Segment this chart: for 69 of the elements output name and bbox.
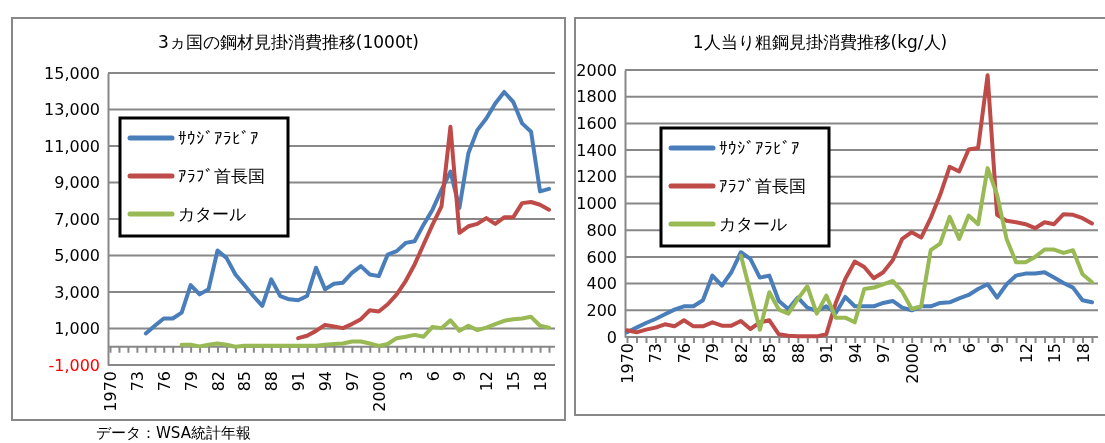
y-tick-label: -1,000	[48, 355, 100, 375]
line-series	[296, 124, 551, 341]
x-tick-label: 82	[731, 343, 751, 364]
x-tick-label: 18	[1073, 343, 1093, 364]
x-tick-label: 76	[154, 371, 174, 392]
legend-label: ｱﾗﾌﾞ首長国	[719, 176, 806, 196]
y-tick-label: 200	[586, 300, 617, 320]
x-tick-label: 12	[477, 371, 497, 392]
x-tick-label: 94	[316, 371, 336, 392]
line-series	[738, 166, 1094, 332]
y-tick-label: 400	[586, 274, 617, 294]
y-tick-label: 1200	[576, 167, 617, 187]
x-tick-label: 85	[760, 343, 780, 364]
x-tick-label: 79	[181, 371, 201, 392]
x-tick-label: 79	[703, 343, 723, 364]
legend-label: カタール	[719, 214, 787, 234]
text: データ：WSA統計年報	[96, 424, 251, 442]
x-tick-label: 91	[817, 343, 837, 364]
x-tick-label: 97	[874, 343, 894, 364]
x-tick-label: 97	[342, 371, 362, 392]
line-series	[625, 73, 1094, 339]
y-tick-label: 13,000	[44, 100, 100, 120]
x-tick-label: 91	[289, 371, 309, 392]
x-tick-label: 2000	[369, 371, 389, 412]
x-tick-label: 88	[788, 343, 808, 364]
x-tick-label: 73	[127, 371, 147, 392]
y-tick-label: 1000	[576, 194, 617, 214]
x-tick-label: 6	[959, 343, 979, 354]
legend-label: ｻｳｼﾞｱﾗﾋﾞｱ	[178, 128, 259, 148]
y-tick-label: 11,000	[44, 136, 100, 156]
legend-label: ｻｳｼﾞｱﾗﾋﾞｱ	[719, 138, 800, 158]
y-tick-label: 600	[586, 247, 617, 267]
x-tick-label: 94	[845, 343, 865, 364]
x-tick-label: 12	[1016, 343, 1036, 364]
x-tick-label: 15	[1045, 343, 1065, 364]
y-tick-label: 5,000	[54, 246, 100, 266]
chart-title: 1人当り粗鋼見掛消費推移(kg/人)	[692, 32, 948, 52]
legend-label: カタール	[178, 204, 246, 224]
y-tick-label: 3,000	[54, 282, 100, 302]
y-tick-label: 0	[606, 327, 617, 347]
x-tick-label: 9	[450, 371, 470, 382]
y-tick-label: 1800	[576, 87, 617, 107]
x-tick-label: 1970	[101, 371, 120, 412]
y-tick-label: 800	[586, 220, 617, 240]
y-tick-label: 15,000	[44, 63, 100, 83]
x-tick-label: 1970	[618, 343, 637, 384]
x-tick-label: 73	[646, 343, 666, 364]
x-tick-label: 88	[262, 371, 282, 392]
y-tick-label: 7,000	[54, 209, 100, 229]
x-tick-label: 85	[235, 371, 255, 392]
x-tick-label: 9	[988, 343, 1008, 354]
y-tick-label: 9,000	[54, 173, 100, 193]
line-series	[143, 89, 551, 336]
x-tick-label: 76	[674, 343, 694, 364]
legend-label: ｱﾗﾌﾞ首長国	[178, 166, 265, 186]
y-tick-label: 1,000	[54, 319, 100, 339]
x-tick-label: 3	[396, 371, 416, 382]
x-tick-label: 82	[208, 371, 228, 392]
y-tick-label: 1600	[576, 114, 617, 134]
x-tick-label: 15	[504, 371, 524, 392]
x-tick-label: 18	[531, 371, 551, 392]
x-tick-label: 2000	[902, 343, 922, 384]
line-series	[179, 314, 551, 349]
y-tick-label: 2000	[576, 60, 617, 80]
x-tick-label: 3	[931, 343, 951, 354]
line-series	[625, 250, 1094, 335]
x-tick-label: 6	[423, 371, 443, 382]
chart-title: 3ヵ国の鋼材見掛消費推移(1000t)	[157, 32, 420, 52]
y-tick-label: 1400	[576, 140, 617, 160]
